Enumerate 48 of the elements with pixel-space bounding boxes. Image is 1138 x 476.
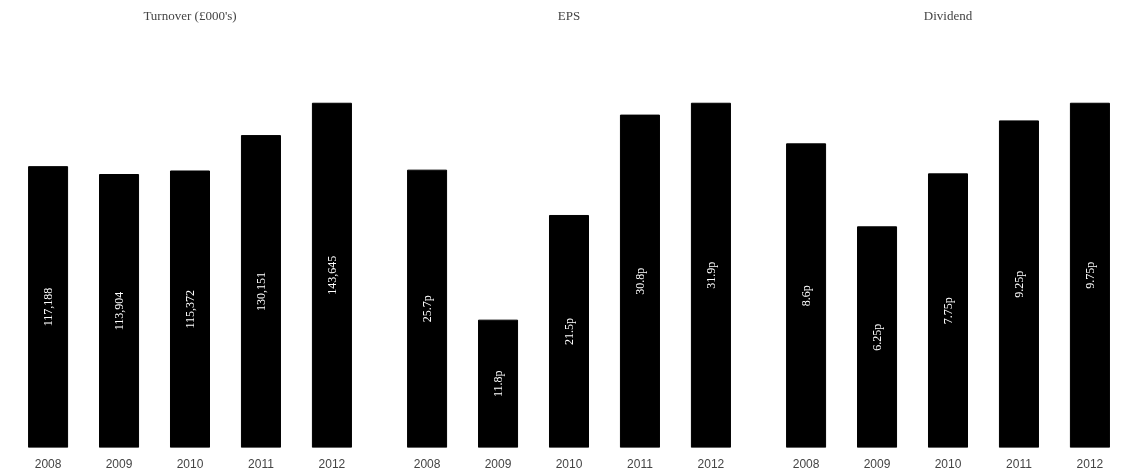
data-label: 130,151: [253, 272, 268, 312]
data-label: 11.8p: [491, 370, 506, 398]
data-label: 25.7p: [420, 295, 435, 323]
data-label: 9.25p: [1011, 270, 1026, 298]
x-tick-label: 2010: [555, 456, 583, 471]
bar: [240, 135, 281, 448]
bar: [548, 214, 590, 448]
data-label: 6.25p: [870, 323, 885, 351]
data-label: 117,188: [41, 287, 56, 327]
data-label: 8.6p: [799, 285, 814, 307]
data-label: 113,904: [112, 291, 127, 331]
x-tick-label: 2008: [792, 456, 820, 471]
data-label: 7.75p: [941, 297, 955, 325]
chart-title: Dividend: [923, 7, 973, 23]
bar: [407, 169, 448, 448]
bar: [786, 143, 827, 448]
bar: [28, 166, 69, 448]
x-tick-label: 2010: [934, 456, 962, 471]
x-tick-label: 2012: [1076, 456, 1104, 471]
bar: [857, 226, 898, 448]
data-label: 143,645: [324, 255, 339, 295]
x-tick-label: 2011: [1006, 456, 1033, 471]
x-tick-label: 2009: [484, 456, 512, 471]
bar: [169, 170, 211, 448]
data-label: 21.5p: [562, 317, 576, 345]
bar: [927, 173, 969, 448]
x-tick-label: 2009: [863, 456, 891, 471]
data-label: 31.9p: [703, 261, 718, 289]
bar: [99, 174, 140, 448]
bar: [311, 102, 352, 448]
x-tick-label: 2011: [627, 456, 654, 471]
data-label: 9.75p: [1082, 261, 1097, 289]
bar: [998, 120, 1039, 448]
bar: [478, 319, 519, 448]
x-tick-label: 2009: [105, 456, 133, 471]
bar: [690, 102, 731, 448]
x-tick-label: 2012: [318, 456, 346, 471]
chart-title: EPS: [557, 7, 581, 23]
data-label: 30.8p: [632, 267, 647, 295]
x-tick-label: 2008: [34, 456, 62, 471]
x-tick-label: 2010: [176, 456, 204, 471]
chart-title: Turnover (£000's): [143, 7, 237, 23]
bar: [1069, 102, 1110, 448]
x-tick-label: 2011: [248, 456, 275, 471]
x-tick-label: 2012: [697, 456, 725, 471]
x-tick-label: 2008: [413, 456, 441, 471]
data-label: 115,372: [183, 289, 197, 329]
bar: [619, 114, 660, 448]
